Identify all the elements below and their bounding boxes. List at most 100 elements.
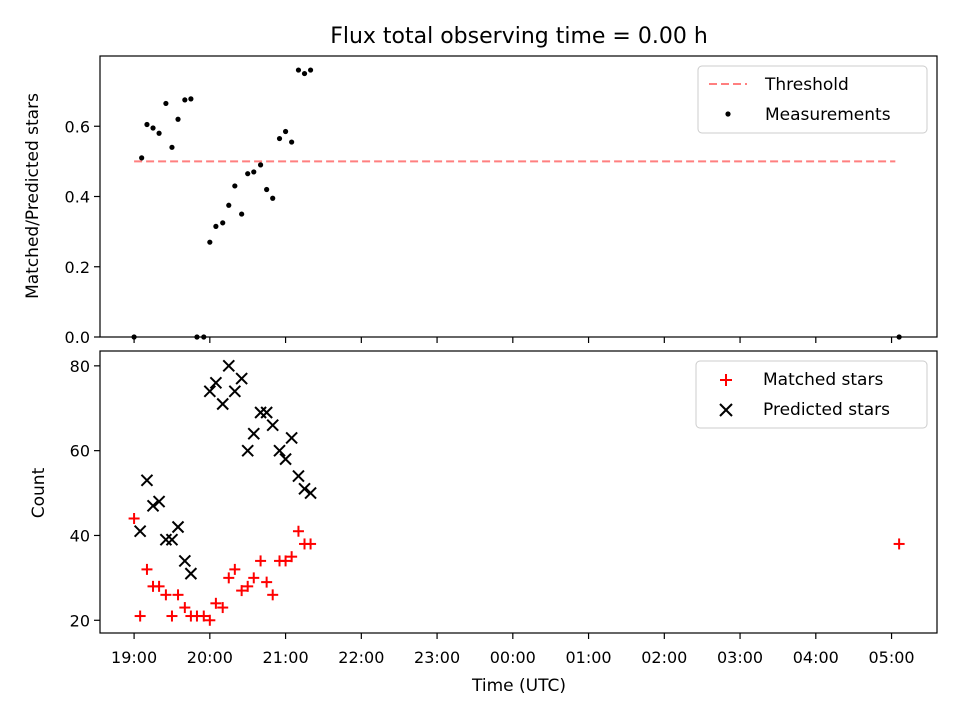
matched-point: [166, 610, 178, 622]
count-x-axis-label: Time (UTC): [471, 676, 566, 696]
measurement-point: [289, 139, 295, 145]
measurement-point: [163, 100, 169, 107]
predicted-point: [266, 419, 279, 432]
matched-point: [198, 610, 210, 622]
legend-predicted-label: Predicted stars: [763, 400, 890, 420]
ratio-x-ticks: [133, 337, 893, 343]
predicted-point: [133, 525, 147, 538]
matched-point: [292, 525, 304, 537]
count-x-tick-label: 23:00: [414, 648, 460, 667]
predicted-point: [279, 452, 292, 466]
measurement-point: [239, 211, 245, 217]
count-x-tick-label: 05:00: [868, 648, 914, 667]
predicted-point: [222, 359, 235, 373]
matched-point: [179, 602, 191, 614]
predicted-point: [209, 376, 223, 390]
matched-point: [236, 585, 248, 597]
count-panel-frame: [99, 350, 938, 634]
matched-point: [210, 597, 222, 609]
predicted-point: [260, 406, 273, 419]
predicted-point: [298, 482, 311, 496]
measurement-point: [282, 128, 289, 135]
matched-point: [217, 602, 229, 614]
measurement-point: [144, 121, 150, 128]
matched-point: [305, 538, 317, 550]
predicted-point: [292, 469, 305, 483]
count-x-tick-label: 03:00: [717, 648, 763, 667]
measurement-point: [245, 171, 251, 177]
matched-point: [280, 555, 292, 567]
matched-point: [134, 610, 146, 622]
count-panel: 20 40 60 80 19:00 20:00 21:00 22:00 23:00 00:00 0…: [29, 350, 938, 696]
ratio-y-tick-label: 0.4: [65, 188, 90, 207]
matched-point: [204, 614, 216, 626]
legend-matched-swatch: [720, 374, 732, 386]
count-y-tick-label: 60: [70, 442, 90, 461]
matched-point: [893, 538, 905, 550]
count-x-tick-label: 22:00: [338, 648, 384, 667]
count-x-tick-label: 04:00: [793, 648, 839, 667]
predicted-point: [140, 474, 154, 487]
legend-matched-label: Matched stars: [763, 370, 883, 390]
matched-point: [267, 589, 279, 601]
matched-point: [248, 572, 260, 584]
measurement-point: [139, 155, 145, 161]
predicted-point: [304, 486, 317, 500]
measurement-point: [226, 202, 232, 208]
ratio-y-axis-label: Matched/Predicted stars: [23, 93, 43, 299]
measurement-point: [220, 220, 226, 226]
measurement-point: [257, 162, 264, 168]
predicted-point: [152, 495, 166, 508]
count-y-tick-label: 20: [70, 611, 90, 630]
measurement-point: [156, 130, 162, 136]
predicted-point: [216, 397, 229, 411]
matched-point: [160, 589, 172, 601]
ratio-panel: 0.0 0.2 0.4 0.6 Matched/Predicted stars Thr…: [23, 55, 938, 347]
count-x-axis: 19:00 20:00 21:00 22:00 23:00 00:00 01:00 02:00…: [111, 633, 915, 667]
ratio-y-tick-label: 0.0: [65, 328, 90, 347]
predicted-point: [241, 444, 254, 457]
count-y-axis: 20 40 60 80: [70, 357, 100, 630]
count-y-axis-label: Count: [29, 467, 49, 518]
measurement-point: [251, 169, 257, 175]
ratio-legend: Threshold Measurements: [697, 65, 928, 134]
predicted-point: [146, 499, 160, 512]
measurement-point: [232, 183, 238, 189]
measurement-point: [169, 144, 175, 150]
predicted-point: [184, 567, 198, 580]
measurement-point: [264, 186, 270, 193]
legend-threshold-label: Threshold: [764, 75, 849, 95]
measurement-point: [188, 96, 194, 102]
matched-point: [229, 563, 241, 575]
predicted-point: [285, 431, 298, 445]
measurement-point: [276, 135, 283, 142]
legend-predicted-swatch: [719, 403, 733, 417]
count-y-tick-label: 80: [70, 357, 90, 376]
count-x-tick-label: 20:00: [187, 648, 233, 667]
count-x-tick-label: 21:00: [263, 648, 309, 667]
predicted-point: [178, 554, 192, 568]
count-x-tick-label: 02:00: [641, 648, 687, 667]
matched-point: [172, 589, 184, 601]
predicted-point: [247, 427, 260, 440]
matched-point: [286, 551, 298, 563]
measurement-point: [270, 195, 276, 201]
measurement-point: [295, 67, 302, 73]
count-x-tick-label: 00:00: [490, 648, 536, 667]
matched-point: [128, 513, 140, 525]
matched-point: [153, 580, 165, 592]
ratio-y-tick-label: 0.2: [65, 258, 90, 277]
measurement-point: [213, 223, 219, 229]
measurement-point: [182, 97, 188, 103]
count-x-tick-label: 19:00: [111, 648, 157, 667]
ratio-y-tick-label: 0.6: [65, 117, 90, 136]
matched-point: [141, 563, 153, 575]
measurement-point: [207, 239, 213, 245]
predicted-point: [273, 444, 286, 457]
measurement-point: [307, 67, 314, 73]
figure-title: Flux total observing time = 0.00 h: [330, 24, 708, 49]
count-legend: Matched stars Predicted stars: [695, 360, 928, 429]
count-legend-box: [695, 360, 928, 429]
matched-point: [255, 555, 267, 567]
